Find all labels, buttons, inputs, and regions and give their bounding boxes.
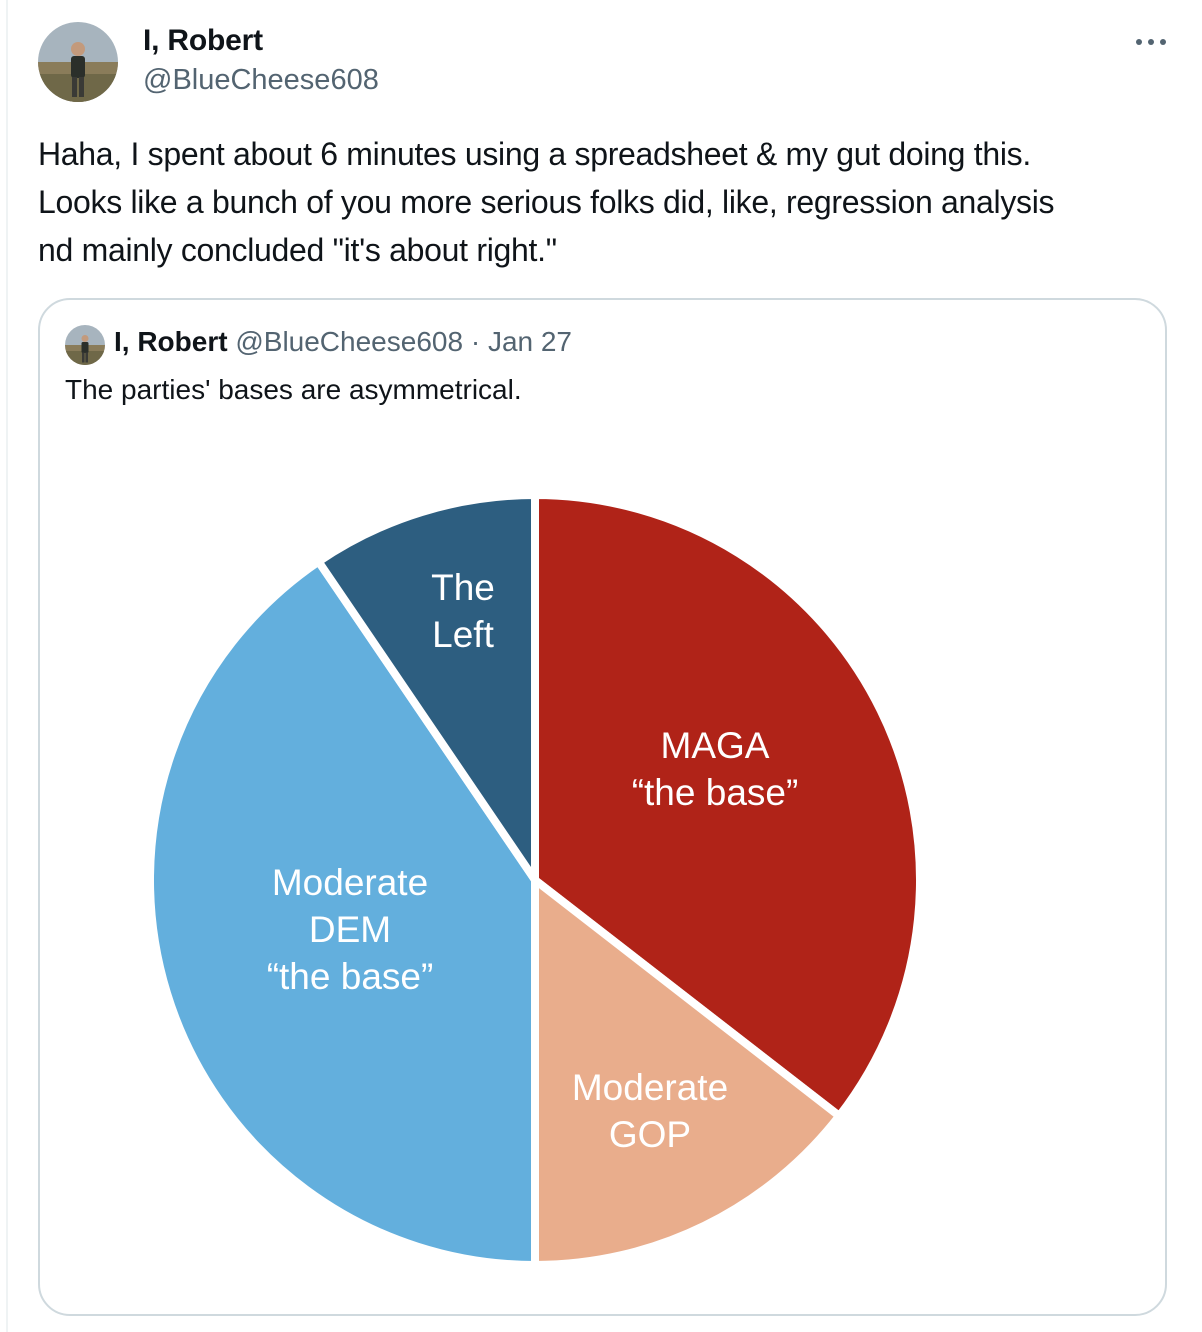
tweet-text-line: Looks like a bunch of you more serious f… — [38, 184, 1055, 220]
pie-slice-label: The Left — [431, 567, 495, 655]
pie-slice-label: Moderate GOP — [572, 1067, 728, 1155]
thread-rule — [6, 0, 8, 1332]
pie-slice-label-line: DEM — [309, 909, 391, 950]
quote-author-name: I, Robert — [114, 326, 228, 357]
pie-slice-label-line: “the base” — [632, 772, 799, 813]
more-horizontal-icon[interactable] — [1134, 36, 1168, 48]
pie-slice-label: Moderate DEM “the base” — [267, 862, 434, 997]
author-avatar[interactable] — [38, 22, 118, 102]
pie-slice-label-line: The — [431, 567, 495, 608]
quoted-tweet-card[interactable]: I, Robert @BlueCheese608 · Jan 27 The pa… — [38, 298, 1167, 1316]
quote-header: I, Robert @BlueCheese608 · Jan 27 — [114, 326, 572, 358]
pie-slice — [314, 491, 539, 884]
tweet-text-line: Haha, I spent about 6 minutes using a sp… — [38, 136, 1031, 172]
pie-slice — [531, 876, 844, 1269]
pie-slice-label-line: GOP — [609, 1114, 691, 1155]
quote-date: Jan 27 — [487, 326, 573, 357]
quote-text: The parties' bases are asymmetrical. — [65, 374, 522, 405]
pie-slice — [531, 491, 924, 1120]
tweet-text-line: nd mainly concluded "it's about right." — [38, 232, 557, 268]
pie-slice-label: MAGA “the base” — [632, 725, 799, 813]
pie-chart: MAGA “the base” Moderate GOP Moderate DEM “the… — [145, 491, 924, 1269]
quote-author-handle: @BlueCheese608 — [235, 326, 464, 357]
pie-slice-label-line: Moderate — [572, 1067, 728, 1108]
author-name[interactable]: I, Robert — [143, 24, 263, 57]
pie-slice-label-line: Left — [432, 614, 494, 655]
pie-slice-label-line: “the base” — [267, 956, 434, 997]
pie-slice — [145, 557, 539, 1269]
tweet-text: Haha, I spent about 6 minutes using a sp… — [38, 130, 1178, 274]
pie-slice-label-line: MAGA — [661, 725, 770, 766]
quote-separator: · — [470, 326, 481, 357]
author-handle[interactable]: @BlueCheese608 — [143, 64, 379, 96]
pie-slice-label-line: Moderate — [272, 862, 428, 903]
quote-author-avatar — [65, 325, 105, 365]
